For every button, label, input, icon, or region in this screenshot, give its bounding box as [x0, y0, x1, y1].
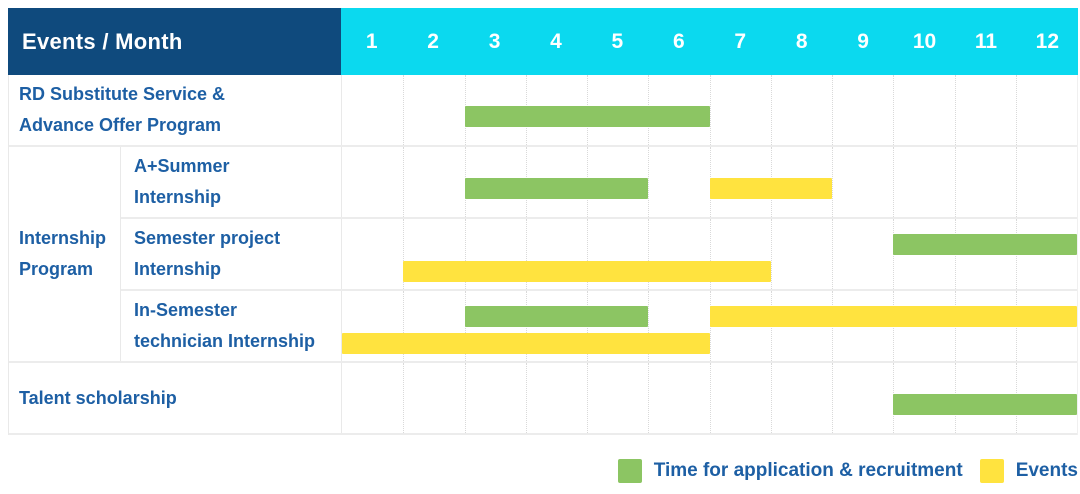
- row-label: A+Summer Internship: [121, 147, 342, 217]
- month-grid-line: [525, 219, 527, 289]
- month-grid-line: [832, 363, 833, 433]
- month-header-cell-3: 3: [488, 29, 501, 53]
- month-header-cell-7: 7: [734, 29, 747, 53]
- month-header-cell-11: 11: [974, 29, 998, 53]
- month-header-cell-5: 5: [611, 29, 624, 53]
- group-rows: A+Summer Internship Semester project Inte…: [121, 147, 1077, 361]
- gantt-bar-application: [893, 394, 1077, 415]
- month-grid-line: [403, 291, 405, 361]
- month-grid-line: [587, 363, 588, 433]
- gantt-bar-application: [464, 178, 649, 199]
- month-grid-line: [464, 363, 466, 433]
- month-grid-line: [770, 75, 772, 145]
- header-row: Events / Month 1 2 3 4 5 6 7 8 9 10 11 12: [8, 8, 1078, 75]
- table-row: In-Semester technician Internship: [121, 291, 1077, 361]
- month-grid-line: [403, 363, 405, 433]
- month-grid-line: [1015, 75, 1017, 145]
- chart-area: [342, 291, 1077, 361]
- month-header-cell-10: 10: [912, 29, 937, 53]
- month-grid-line: [893, 75, 895, 145]
- month-header-cell-8: 8: [795, 29, 808, 53]
- month-header-strip: 1 2 3 4 5 6 7 8 9 10 11 12: [341, 8, 1078, 75]
- month-grid-line: [587, 219, 588, 289]
- gantt-table: Events / Month 1 2 3 4 5 6 7 8 9 10 11 12 RD Substi…: [8, 8, 1078, 435]
- gantt-bar-event: [403, 261, 771, 282]
- month-header-cell-9: 9: [857, 29, 869, 53]
- month-grid-line: [403, 75, 405, 145]
- table-row: A+Summer Internship: [121, 147, 1077, 219]
- month-grid-line: [709, 75, 711, 145]
- month-grid-line: [770, 363, 772, 433]
- month-header-cell-1: 1: [365, 29, 378, 53]
- month-grid-line: [525, 363, 527, 433]
- chart-area: [342, 75, 1077, 145]
- chart-area: [342, 147, 1077, 217]
- month-grid-line: [403, 147, 405, 217]
- events-month-header-cell: Events / Month: [8, 8, 341, 75]
- month-grid-line: [832, 75, 833, 145]
- month-grid-line: [893, 147, 895, 217]
- month-grid-line: [464, 219, 466, 289]
- row-label: RD Substitute Service & Advance Offer Pr…: [9, 75, 342, 145]
- legend-swatch-application: [617, 459, 642, 483]
- month-header-cell-4: 4: [550, 29, 562, 53]
- month-header-cell-2: 2: [427, 29, 439, 53]
- gantt-bar-application: [893, 234, 1077, 255]
- legend-item-application: Time for application & recruitment: [617, 459, 963, 483]
- row-group: Internship Program A+Summer Internship Sem…: [9, 147, 1077, 363]
- month-grid-line: [709, 219, 711, 289]
- gantt-body: RD Substitute Service & Advance Offer Pr…: [8, 75, 1078, 435]
- gantt-bar-event: [709, 178, 832, 199]
- month-grid-line: [403, 219, 405, 289]
- month-grid-line: [1015, 147, 1017, 217]
- row-label: Talent scholarship: [9, 363, 342, 433]
- legend: Time for application & recruitment Events: [617, 459, 1078, 483]
- chart-area: [342, 219, 1077, 289]
- row-label: In-Semester technician Internship: [121, 291, 342, 361]
- table-row: Talent scholarship: [9, 363, 1077, 435]
- month-grid-line: [954, 147, 956, 217]
- table-row: Semester project Internship: [121, 219, 1077, 291]
- legend-label: Time for application & recruitment: [653, 460, 963, 481]
- legend-swatch-event: [979, 459, 1004, 483]
- month-grid-line: [648, 147, 650, 217]
- month-grid-line: [709, 363, 711, 433]
- group-label: Internship Program: [9, 147, 121, 361]
- gantt-bar-application: [464, 106, 710, 127]
- month-grid-line: [954, 75, 956, 145]
- month-grid-line: [832, 219, 833, 289]
- month-grid-line: [648, 219, 650, 289]
- month-header-cell-6: 6: [672, 29, 685, 53]
- gantt-bar-application: [464, 306, 649, 327]
- month-grid-line: [832, 147, 833, 217]
- month-grid-line: [770, 219, 772, 289]
- row-label: Semester project Internship: [121, 219, 342, 289]
- legend-item-event: Events: [979, 459, 1078, 483]
- legend-label: Events: [1015, 460, 1078, 481]
- month-header-cell-12: 12: [1035, 29, 1060, 53]
- table-row: RD Substitute Service & Advance Offer Pr…: [9, 75, 1077, 147]
- gantt-bar-event: [342, 333, 710, 354]
- month-grid-line: [648, 363, 650, 433]
- chart-area: [342, 363, 1077, 433]
- month-grid-line: [648, 291, 650, 361]
- gantt-bar-event: [709, 306, 1077, 327]
